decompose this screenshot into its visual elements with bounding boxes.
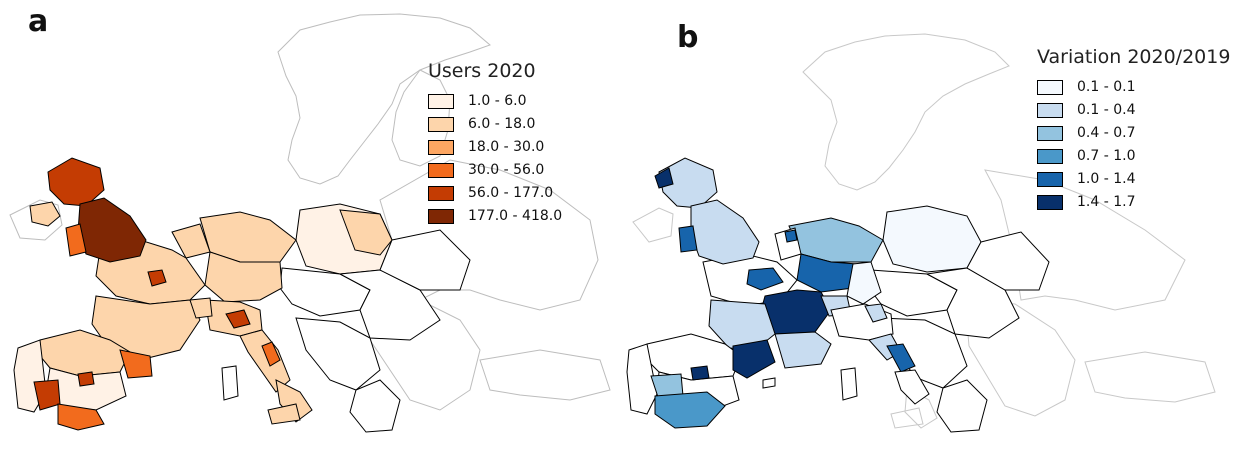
legend-label: 0.1 - 0.1 xyxy=(1077,79,1136,95)
region-england xyxy=(77,197,147,263)
iceland-ireland-outline xyxy=(9,199,63,241)
region-andalusia-east xyxy=(57,403,105,431)
legend-swatch xyxy=(1037,171,1063,187)
region-barcelona xyxy=(732,339,776,379)
region-scotland xyxy=(47,157,105,207)
choropleth-map-users-2020 xyxy=(9,13,611,433)
legend-swatch xyxy=(1037,194,1063,210)
region-france-south xyxy=(91,295,201,361)
scandinavia-outline xyxy=(802,33,1010,191)
legend-entry: 177.0 - 418.0 xyxy=(428,205,562,227)
region-sardinia xyxy=(221,365,239,401)
region-wales xyxy=(678,225,698,253)
legend-entry: 1.4 - 1.7 xyxy=(1037,191,1230,213)
legend-users-2020: Users 2020 1.0 - 6.0 6.0 - 18.0 18.0 - 3… xyxy=(428,60,562,228)
region-balkans-west xyxy=(295,317,381,391)
region-rome xyxy=(261,341,281,367)
legend-label: 177.0 - 418.0 xyxy=(468,208,563,224)
legend-swatch xyxy=(428,93,454,109)
region-paris xyxy=(147,269,167,287)
region-greece xyxy=(349,379,401,433)
legend-swatch xyxy=(428,185,454,201)
legend-entry: 0.7 - 1.0 xyxy=(1037,145,1230,167)
legend-swatch xyxy=(1037,125,1063,141)
region-ireland xyxy=(29,201,61,227)
legend-entry: 1.0 - 1.4 xyxy=(1037,168,1230,190)
legend-entry: 56.0 - 177.0 xyxy=(428,182,562,204)
legend-swatch xyxy=(428,139,454,155)
legend-entry: 0.1 - 0.4 xyxy=(1037,99,1230,121)
legend-swatch xyxy=(428,208,454,224)
region-italy-northeast xyxy=(864,303,888,323)
region-balearic xyxy=(762,377,776,389)
legend-entry: 0.4 - 0.7 xyxy=(1037,122,1230,144)
region-germany-south xyxy=(204,251,283,303)
legend-title: Users 2020 xyxy=(428,60,536,82)
region-germany-south xyxy=(846,261,882,305)
map-panel-a: a Users 2020 1.0 - 6.0 6.0 - 18.0 18.0 -… xyxy=(9,4,611,433)
balkans-outline xyxy=(369,299,481,411)
finland-outline xyxy=(391,69,451,167)
legend-entry: 6.0 - 18.0 xyxy=(428,113,562,135)
region-poland xyxy=(882,205,982,273)
region-greece xyxy=(936,379,988,433)
region-netherlands xyxy=(171,223,211,259)
italy-south-outline xyxy=(904,387,938,429)
region-italy-south xyxy=(275,379,313,423)
legend-variation: Variation 2020/2019 0.1 - 0.1 0.1 - 0.4 … xyxy=(1037,46,1230,214)
region-france-south xyxy=(774,331,832,369)
legend-swatch xyxy=(428,162,454,178)
legend-label: 0.1 - 0.4 xyxy=(1077,102,1136,118)
ireland-outline xyxy=(632,207,674,243)
balkans-outline xyxy=(964,299,1076,417)
region-scotland xyxy=(658,157,718,209)
legend-title: Variation 2020/2019 xyxy=(1037,46,1231,68)
legend-entry: 18.0 - 30.0 xyxy=(428,136,562,158)
region-wales xyxy=(65,223,87,257)
legend-label: 1.4 - 1.7 xyxy=(1077,194,1136,210)
turkey-outline xyxy=(479,349,611,401)
region-andalusia-east xyxy=(654,391,726,429)
region-italy-south xyxy=(894,369,930,405)
panel-letter: b xyxy=(677,20,699,55)
map-panel-b: b Variation 2020/2019 0.1 - 0.1 0.1 - 0.… xyxy=(625,0,1250,459)
legend-label: 0.4 - 0.7 xyxy=(1077,125,1136,141)
legend-swatch xyxy=(1037,102,1063,118)
region-baltic xyxy=(339,209,393,256)
legend-label: 30.0 - 56.0 xyxy=(468,162,545,178)
legend-label: 6.0 - 18.0 xyxy=(468,116,536,132)
panel-letter: a xyxy=(28,4,49,39)
legend-swatch xyxy=(428,116,454,132)
region-sardinia xyxy=(840,367,858,401)
legend-label: 0.7 - 1.0 xyxy=(1077,148,1136,164)
region-milan xyxy=(225,309,251,329)
region-rome xyxy=(886,343,916,373)
region-ukraine xyxy=(379,229,471,291)
legend-label: 18.0 - 30.0 xyxy=(468,139,545,155)
legend-entry: 30.0 - 56.0 xyxy=(428,159,562,181)
legend-entry: 0.1 - 0.1 xyxy=(1037,76,1230,98)
region-sicily xyxy=(267,403,301,425)
region-portugal xyxy=(626,343,658,415)
region-madrid xyxy=(690,365,710,381)
choropleth-map-variation xyxy=(626,33,1216,433)
region-madrid xyxy=(77,371,95,387)
legend-label: 56.0 - 177.0 xyxy=(468,185,554,201)
legend-swatch xyxy=(1037,148,1063,164)
region-ukraine xyxy=(966,231,1050,291)
legend-label: 1.0 - 1.4 xyxy=(1077,171,1136,187)
region-scotland-north xyxy=(654,167,674,189)
legend-label: 1.0 - 6.0 xyxy=(468,93,527,109)
scandinavia-outline xyxy=(277,13,491,185)
legend-swatch xyxy=(1037,79,1063,95)
region-netherlands-city xyxy=(784,229,798,243)
turkey-outline xyxy=(1084,351,1216,403)
region-england xyxy=(690,199,760,265)
sicily-outline xyxy=(890,407,924,429)
region-france-center xyxy=(746,267,784,291)
region-switzerland xyxy=(189,297,213,319)
region-barcelona xyxy=(119,349,153,379)
legend-entry: 1.0 - 6.0 xyxy=(428,90,562,112)
